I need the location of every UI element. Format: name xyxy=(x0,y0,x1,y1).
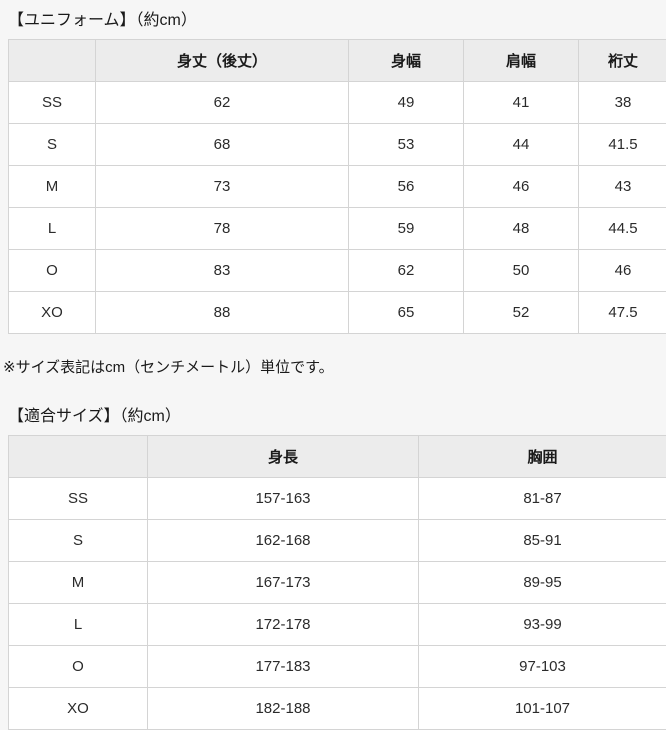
size-label-cell: SS xyxy=(9,82,96,124)
value-cell: 65 xyxy=(349,292,464,334)
value-cell: 41.5 xyxy=(579,124,666,166)
value-cell: 68 xyxy=(96,124,349,166)
value-cell: 59 xyxy=(349,208,464,250)
size-label-cell: S xyxy=(9,124,96,166)
value-cell: 172-178 xyxy=(148,604,419,646)
fit-size-table-title: 【適合サイズ】（約cm） xyxy=(8,406,666,428)
value-cell: 50 xyxy=(464,250,579,292)
size-label-cell: XO xyxy=(9,688,148,730)
value-cell: 44.5 xyxy=(579,208,666,250)
size-label-cell: O xyxy=(9,250,96,292)
value-cell: 47.5 xyxy=(579,292,666,334)
value-cell: 81-87 xyxy=(419,478,666,520)
value-cell: 41 xyxy=(464,82,579,124)
value-cell: 162-168 xyxy=(148,520,419,562)
corner-cell xyxy=(9,436,148,478)
size-label-cell: L xyxy=(9,208,96,250)
value-cell: 89-95 xyxy=(419,562,666,604)
size-label-cell: M xyxy=(9,166,96,208)
value-cell: 101-107 xyxy=(419,688,666,730)
column-header: 肩幅 xyxy=(464,40,579,82)
size-label-cell: L xyxy=(9,604,148,646)
value-cell: 85-91 xyxy=(419,520,666,562)
value-cell: 62 xyxy=(349,250,464,292)
header-row: 身長胸囲 xyxy=(9,436,666,478)
unit-note: ※サイズ表記はcm（センチメートル）単位です。 xyxy=(3,358,666,378)
value-cell: 56 xyxy=(349,166,464,208)
value-cell: 88 xyxy=(96,292,349,334)
uniform-table-title: 【ユニフォーム】（約cm） xyxy=(8,10,666,32)
value-cell: 62 xyxy=(96,82,349,124)
value-cell: 182-188 xyxy=(148,688,419,730)
value-cell: 46 xyxy=(464,166,579,208)
value-cell: 49 xyxy=(349,82,464,124)
size-label-cell: XO xyxy=(9,292,96,334)
value-cell: 53 xyxy=(349,124,464,166)
size-label-cell: SS xyxy=(9,478,148,520)
value-cell: 167-173 xyxy=(148,562,419,604)
value-cell: 52 xyxy=(464,292,579,334)
size-label-cell: S xyxy=(9,520,148,562)
value-cell: 97-103 xyxy=(419,646,666,688)
size-label-cell: O xyxy=(9,646,148,688)
column-header: 身長 xyxy=(148,436,419,478)
value-cell: 43 xyxy=(579,166,666,208)
column-header: 身幅 xyxy=(349,40,464,82)
header-row: 身丈（後丈）身幅肩幅裄丈 xyxy=(9,40,666,82)
value-cell: 157-163 xyxy=(148,478,419,520)
corner-cell xyxy=(9,40,96,82)
column-header: 裄丈 xyxy=(579,40,666,82)
column-header: 胸囲 xyxy=(419,436,666,478)
value-cell: 73 xyxy=(96,166,349,208)
value-cell: 177-183 xyxy=(148,646,419,688)
value-cell: 44 xyxy=(464,124,579,166)
value-cell: 83 xyxy=(96,250,349,292)
size-label-cell: M xyxy=(9,562,148,604)
value-cell: 48 xyxy=(464,208,579,250)
value-cell: 93-99 xyxy=(419,604,666,646)
value-cell: 38 xyxy=(579,82,666,124)
column-header: 身丈（後丈） xyxy=(96,40,349,82)
value-cell: 46 xyxy=(579,250,666,292)
value-cell: 78 xyxy=(96,208,349,250)
